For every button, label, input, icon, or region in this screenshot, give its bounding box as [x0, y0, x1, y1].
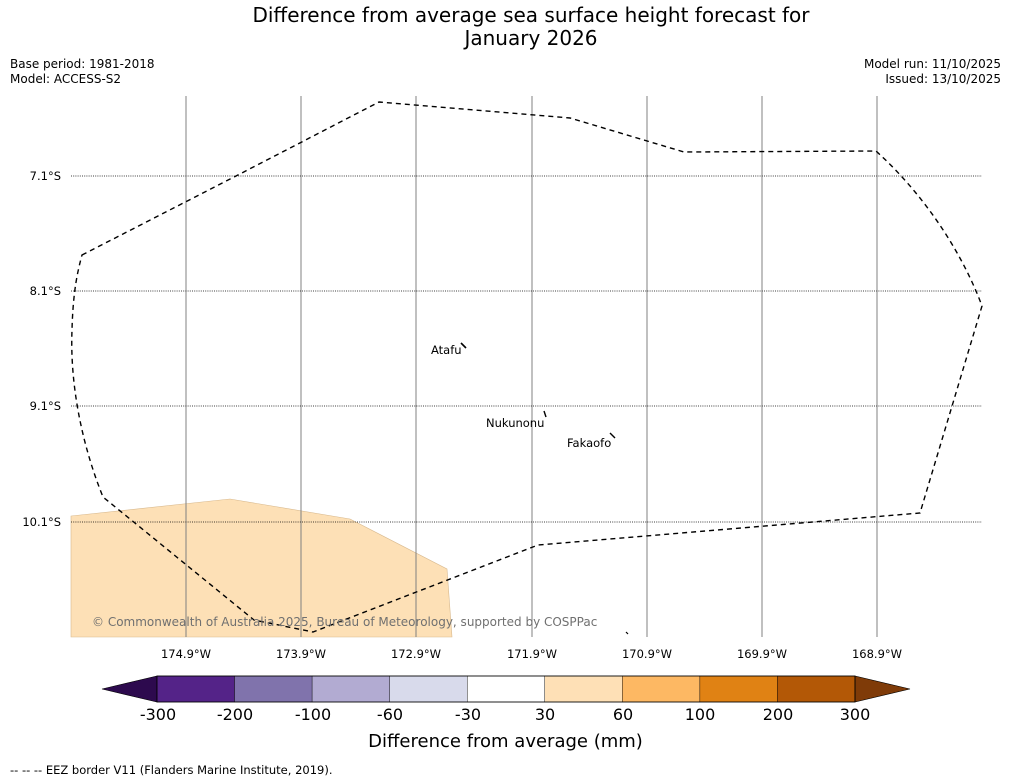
colorbar-tick: -100 — [294, 705, 332, 724]
eez-legend-note: -- -- -- EEZ border V11 (Flanders Marine… — [10, 763, 333, 777]
colorbar-tick: -30 — [454, 705, 482, 724]
colorbar-tick: 300 — [839, 705, 871, 724]
lon-label-170-9: 170.9°W — [621, 647, 673, 661]
colorbar-under-arrow — [101, 675, 158, 703]
lon-label-173-9: 173.9°W — [275, 647, 327, 661]
colorbar-segment — [699, 675, 778, 703]
colorbar-segment — [777, 675, 856, 703]
colorbar-over-arrow — [854, 675, 911, 703]
colorbar-tick: -200 — [216, 705, 254, 724]
meta-left: Base period: 1981-2018 Model: ACCESS-S2 — [10, 57, 155, 87]
lon-label-174-9: 174.9°W — [160, 647, 212, 661]
nukunonu-island — [543, 410, 547, 418]
colorbar-segment — [311, 675, 390, 703]
copyright-notice: © Commonwealth of Australia 2025, Bureau… — [92, 615, 598, 629]
lat-label-9-1: 9.1°S — [29, 399, 61, 413]
colorbar-segment — [234, 675, 313, 703]
title-line-1: Difference from average sea surface heig… — [252, 3, 810, 27]
colorbar-segment — [389, 675, 468, 703]
chart-title: Difference from average sea surface heig… — [0, 4, 1011, 50]
lon-label-171-9: 171.9°W — [506, 647, 558, 661]
fakaofo-island — [609, 432, 616, 439]
colorbar-title: Difference from average (mm) — [368, 731, 643, 752]
colorbar-tick: -300 — [139, 705, 177, 724]
colorbar-segment — [544, 675, 623, 703]
anomaly-region — [70, 498, 453, 638]
model-name: Model: ACCESS-S2 — [10, 72, 122, 86]
base-period: Base period: 1981-2018 — [10, 57, 155, 71]
colorbar-tick: 60 — [612, 705, 634, 724]
lat-label-8-1: 8.1°S — [29, 284, 61, 298]
colorbar-segment — [467, 675, 545, 703]
meta-right: Model run: 11/10/2025 Issued: 13/10/2025 — [864, 57, 1001, 87]
place-fakaofo: Fakaofo — [567, 436, 612, 450]
atafu-island — [460, 342, 467, 349]
parallel-lines — [71, 175, 982, 523]
colorbar-tick: -60 — [376, 705, 404, 724]
small-islet — [625, 631, 629, 635]
model-run: Model run: 11/10/2025 — [863, 57, 1001, 71]
lon-label-172-9: 172.9°W — [390, 647, 442, 661]
lon-label-168-9: 168.9°W — [851, 647, 903, 661]
colorbar-outline — [156, 675, 856, 703]
lat-label-7-1: 7.1°S — [29, 169, 61, 183]
lon-label-169-9: 169.9°W — [736, 647, 788, 661]
eez-border — [71, 101, 983, 633]
lat-label-10-1: 10.1°S — [22, 515, 61, 529]
title-line-2: January 2026 — [464, 26, 598, 50]
place-nukunonu: Nukunonu — [486, 416, 545, 430]
colorbar-tick: 200 — [762, 705, 794, 724]
colorbar-tick: 30 — [534, 705, 556, 724]
colorbar-segment — [156, 675, 235, 703]
issued-date: Issued: 13/10/2025 — [885, 72, 1001, 86]
place-atafu: Atafu — [431, 343, 462, 357]
colorbar-tick: 100 — [684, 705, 716, 724]
colorbar-segment — [622, 675, 701, 703]
